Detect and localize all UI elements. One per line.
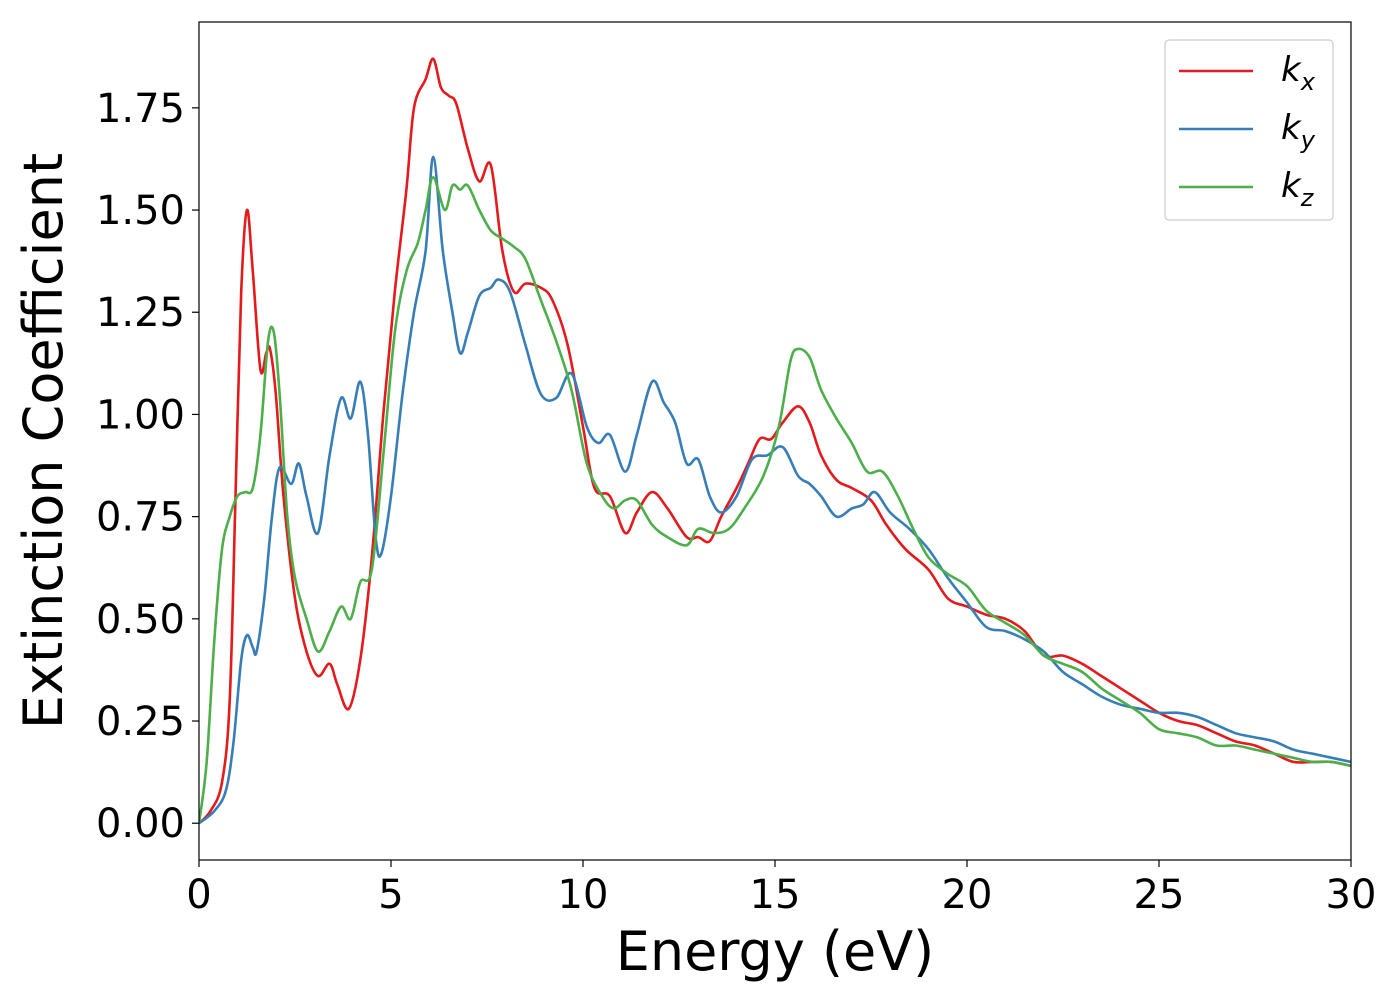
y-axis-ticks: 0.00 0.25 0.50 0.75 1.00 1.25 1.50 1.75 — [96, 86, 199, 847]
y-tick-label: 1.50 — [96, 188, 185, 234]
y-axis-title: Extinction Coefficient — [12, 153, 75, 729]
y-tick-label: 0.25 — [96, 699, 185, 745]
x-tick-label: 25 — [1134, 872, 1185, 918]
legend-label-ky: ky — [1281, 108, 1316, 154]
x-tick-label: 10 — [558, 872, 609, 918]
y-tick-label: 0.50 — [96, 597, 185, 643]
legend-label-kx: kx — [1281, 50, 1316, 96]
y-tick-label: 1.75 — [96, 86, 185, 132]
series-line-kz — [199, 176, 1351, 824]
y-tick-label: 0.00 — [96, 801, 185, 847]
legend-label-kz: kz — [1281, 166, 1315, 212]
x-tick-label: 30 — [1326, 872, 1377, 918]
x-tick-label: 15 — [750, 872, 801, 918]
x-tick-label: 5 — [378, 872, 403, 918]
y-tick-label: 0.75 — [96, 495, 185, 541]
y-tick-label: 1.25 — [96, 290, 185, 336]
x-tick-label: 20 — [942, 872, 993, 918]
x-axis-title: Energy (eV) — [616, 920, 935, 983]
x-tick-label: 0 — [186, 872, 211, 918]
y-tick-label: 1.00 — [96, 392, 185, 438]
series-line-kx — [199, 57, 1351, 825]
x-axis-ticks: 0 5 10 15 20 25 30 — [186, 860, 1376, 918]
legend: kx ky kz — [1164, 39, 1334, 221]
series-line-ky — [199, 155, 1351, 825]
series-layer — [199, 57, 1351, 825]
